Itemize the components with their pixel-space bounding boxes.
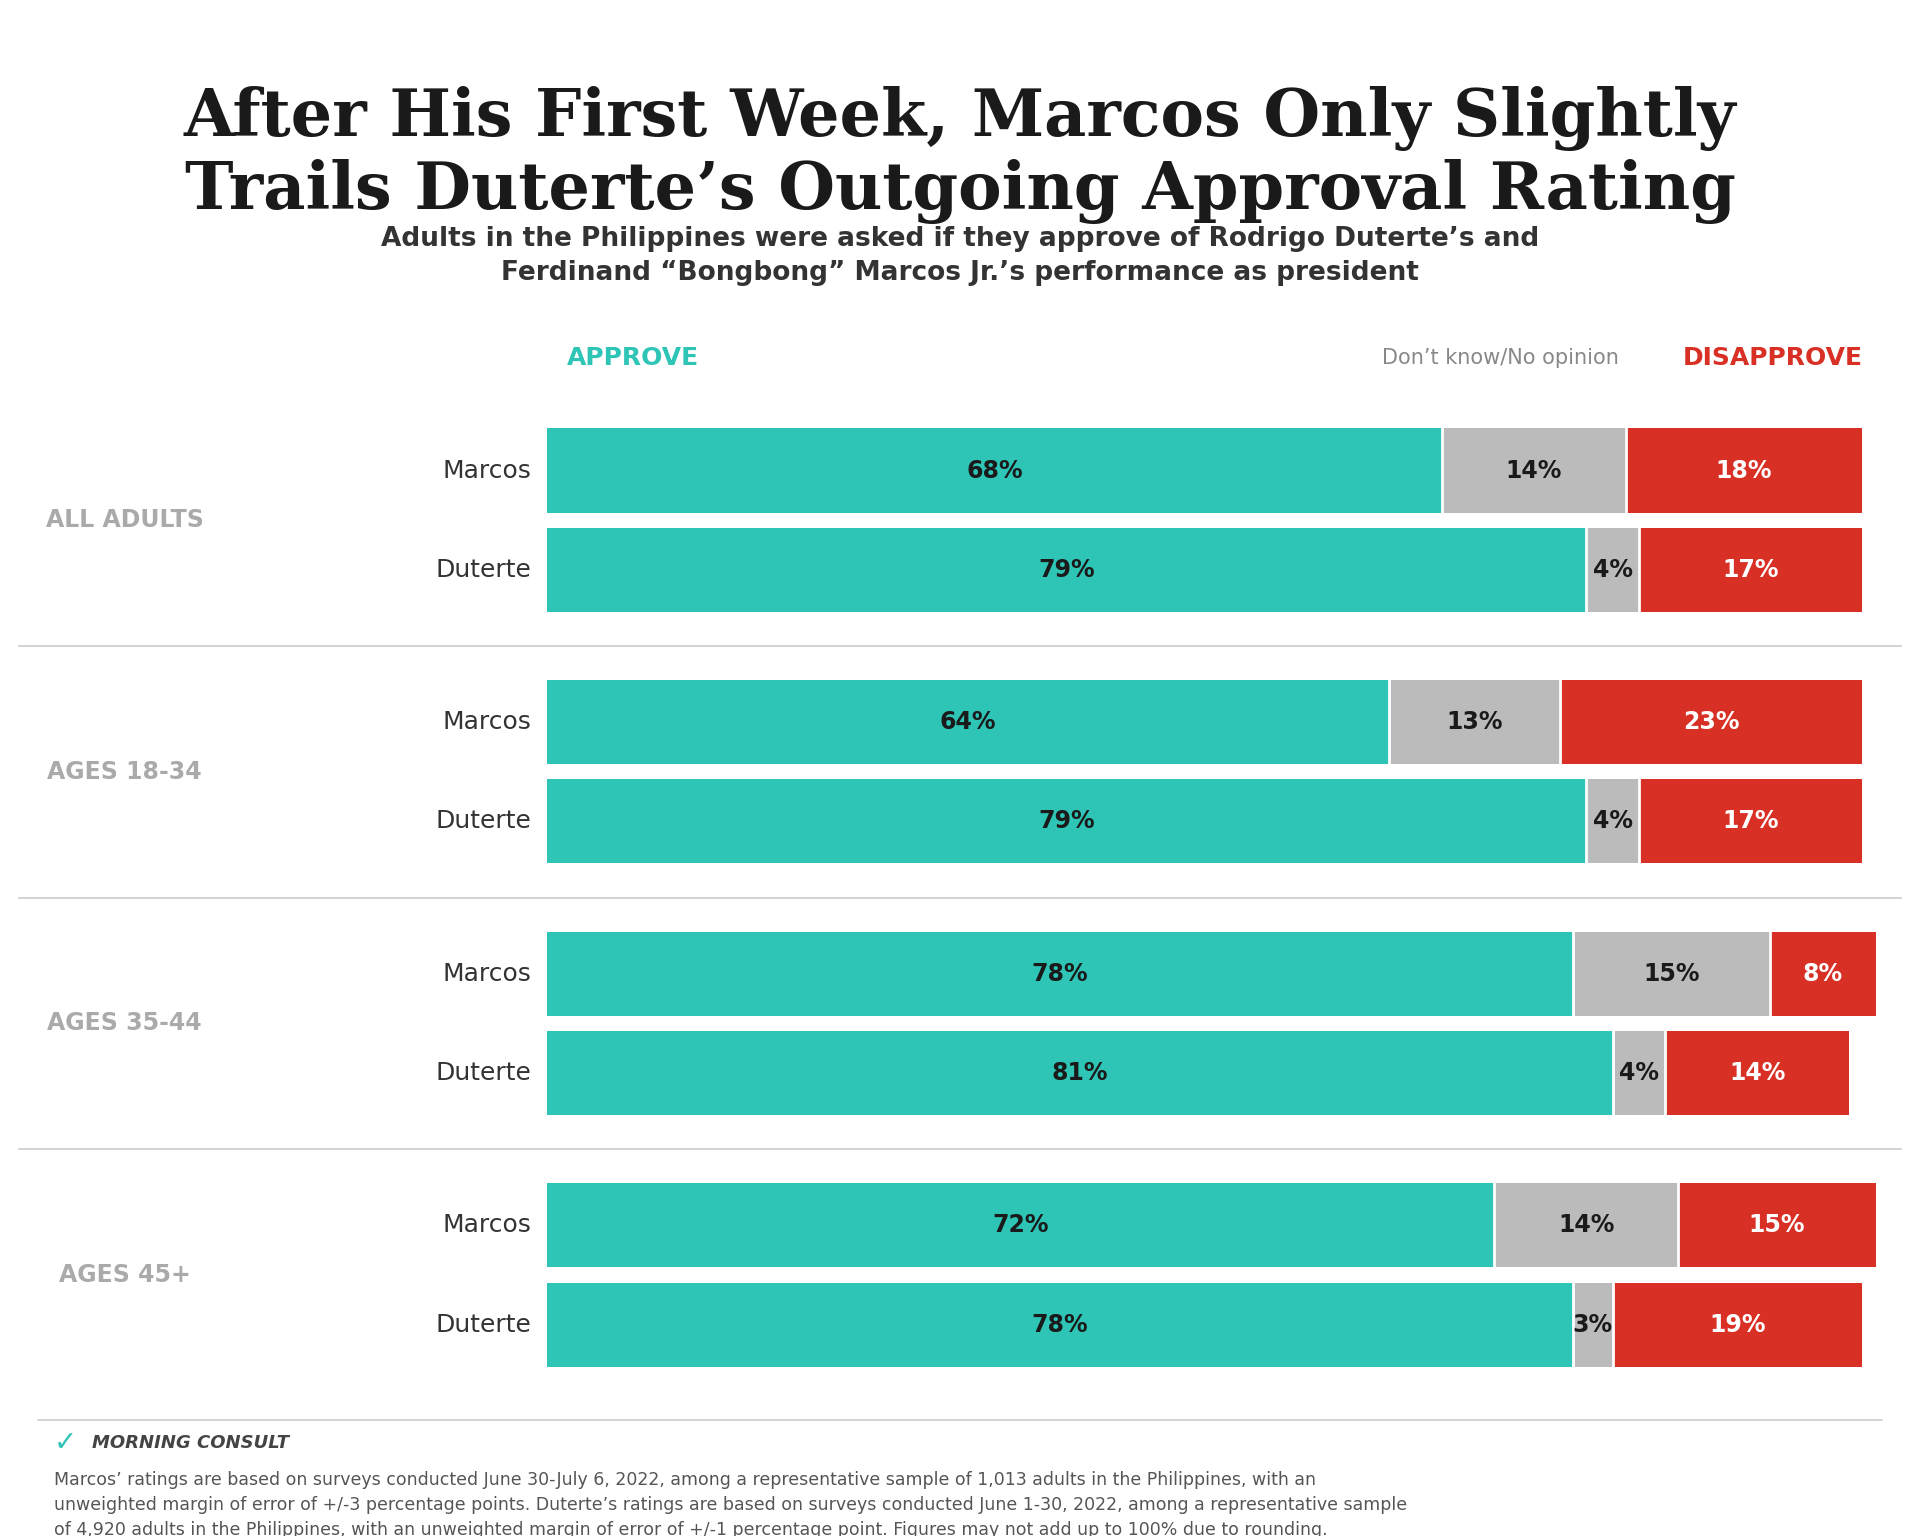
Bar <box>1559 680 1862 765</box>
Text: AGES 35-44: AGES 35-44 <box>48 1011 202 1035</box>
Text: 14%: 14% <box>1730 1061 1786 1084</box>
Text: 79%: 79% <box>1039 558 1094 582</box>
Text: 14%: 14% <box>1557 1213 1615 1238</box>
Bar <box>1388 680 1559 765</box>
Text: 4%: 4% <box>1592 558 1632 582</box>
Text: 78%: 78% <box>1031 1313 1089 1336</box>
Text: APPROVE: APPROVE <box>566 346 699 370</box>
Text: 15%: 15% <box>1749 1213 1805 1238</box>
Text: Duterte: Duterte <box>436 1061 532 1084</box>
Bar <box>1494 1183 1678 1267</box>
Text: Don’t know/No opinion: Don’t know/No opinion <box>1382 349 1619 369</box>
Text: 64%: 64% <box>939 710 996 734</box>
Text: DISAPPROVE: DISAPPROVE <box>1682 346 1862 370</box>
Bar <box>547 932 1572 1015</box>
Text: 17%: 17% <box>1722 809 1778 834</box>
Text: 3%: 3% <box>1572 1313 1613 1336</box>
Text: AGES 45+: AGES 45+ <box>60 1263 190 1287</box>
Text: 17%: 17% <box>1722 558 1778 582</box>
Bar <box>547 1031 1613 1115</box>
Bar <box>1613 1031 1665 1115</box>
Bar <box>1626 429 1862 513</box>
Text: Marcos: Marcos <box>444 459 532 482</box>
Text: 68%: 68% <box>966 459 1023 482</box>
Text: 4%: 4% <box>1592 809 1632 834</box>
Bar <box>1640 528 1862 611</box>
Text: Adults in the Philippines were asked if they approve of Rodrigo Duterte’s and
Fe: Adults in the Philippines were asked if … <box>380 226 1540 286</box>
Bar <box>1586 779 1640 863</box>
Text: 4%: 4% <box>1619 1061 1659 1084</box>
Bar <box>547 429 1442 513</box>
Text: 13%: 13% <box>1446 710 1503 734</box>
Text: AGES 18-34: AGES 18-34 <box>48 760 202 783</box>
Text: Marcos: Marcos <box>444 710 532 734</box>
Text: ALL ADULTS: ALL ADULTS <box>46 508 204 531</box>
Bar <box>1572 932 1770 1015</box>
Text: 78%: 78% <box>1031 962 1089 986</box>
Text: 8%: 8% <box>1803 962 1843 986</box>
Text: Marcos: Marcos <box>444 962 532 986</box>
Text: Duterte: Duterte <box>436 558 532 582</box>
Text: 81%: 81% <box>1052 1061 1108 1084</box>
Bar <box>1770 932 1876 1015</box>
Text: 14%: 14% <box>1505 459 1561 482</box>
Bar <box>1442 429 1626 513</box>
Bar <box>1678 1183 1876 1267</box>
Text: Marcos’ ratings are based on surveys conducted June 30-July 6, 2022, among a rep: Marcos’ ratings are based on surveys con… <box>54 1471 1407 1536</box>
Text: Duterte: Duterte <box>436 1313 532 1336</box>
Bar <box>1586 528 1640 611</box>
Bar <box>1613 1283 1862 1367</box>
Bar <box>547 528 1586 611</box>
Text: 23%: 23% <box>1684 710 1740 734</box>
Bar <box>547 1283 1572 1367</box>
Bar <box>1665 1031 1849 1115</box>
Text: 18%: 18% <box>1716 459 1772 482</box>
Text: MORNING CONSULT: MORNING CONSULT <box>92 1435 290 1452</box>
Bar <box>1572 1283 1613 1367</box>
Text: 72%: 72% <box>993 1213 1048 1238</box>
Bar <box>547 680 1388 765</box>
Text: 19%: 19% <box>1709 1313 1766 1336</box>
Text: ✓: ✓ <box>54 1428 77 1456</box>
Text: 79%: 79% <box>1039 809 1094 834</box>
Text: 15%: 15% <box>1644 962 1699 986</box>
Text: Duterte: Duterte <box>436 809 532 834</box>
Bar <box>1640 779 1862 863</box>
Text: After His First Week, Marcos Only Slightly
Trails Duterte’s Outgoing Approval Ra: After His First Week, Marcos Only Slight… <box>184 86 1736 224</box>
Bar <box>547 1183 1494 1267</box>
Text: Marcos: Marcos <box>444 1213 532 1238</box>
Bar <box>547 779 1586 863</box>
